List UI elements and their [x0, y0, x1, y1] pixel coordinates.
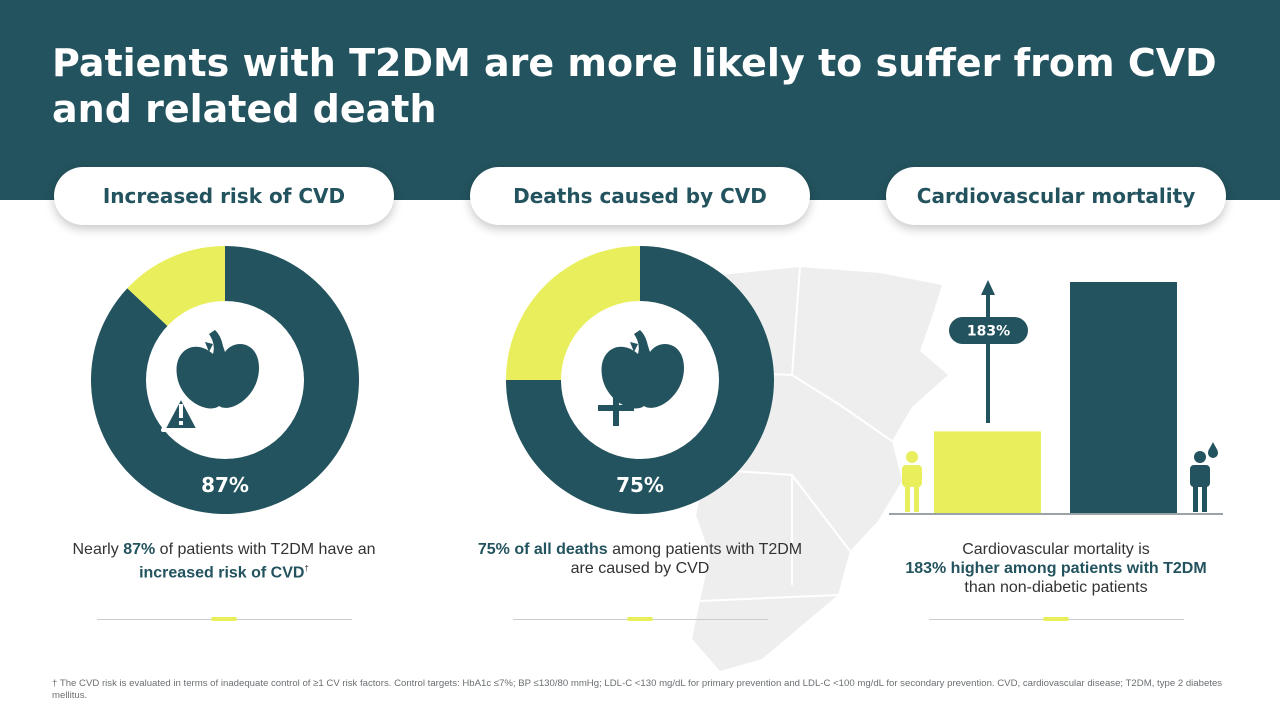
panel-divider-accent — [1043, 617, 1069, 621]
donut-value-label: 75% — [616, 473, 664, 497]
panel-heading-increased-risk: Increased risk of CVD — [54, 167, 394, 225]
slide-title: Patients with T2DM are more likely to su… — [52, 41, 1217, 131]
heart-plus-icon — [598, 330, 684, 426]
bar-chart-mortality: 183% — [889, 280, 1223, 515]
panel-heading-deaths: Deaths caused by CVD — [470, 167, 810, 225]
blood-drop-icon — [1208, 442, 1218, 458]
increase-badge — [949, 317, 1028, 344]
panel-description-mortality: Cardiovascular mortality is 183% higher … — [905, 541, 1207, 596]
donut-chart-deaths: 75% — [506, 246, 774, 514]
panel-description-deaths: 75% of all deaths among patients with T2… — [477, 541, 803, 577]
heart-warning-icon — [161, 330, 259, 432]
panel-heading-mortality: Cardiovascular mortality — [886, 167, 1226, 225]
bar-non-diabetic — [934, 431, 1041, 513]
header-band — [0, 0, 1280, 200]
panel-divider-accent — [211, 617, 237, 621]
panel-description-increased-risk: Nearly 87% of patients with T2DM have an… — [72, 541, 376, 582]
footnote: † The CVD risk is evaluated in terms of … — [52, 678, 1223, 701]
increase-arrow — [981, 280, 995, 423]
increase-badge-label: 183% — [967, 324, 1010, 340]
donut-chart-increased-risk: 87% — [91, 246, 359, 514]
donut-value-label: 87% — [201, 473, 249, 497]
person-non-diabetic-icon — [902, 451, 922, 512]
panel-divider-accent — [627, 617, 653, 621]
person-t2dm-icon — [1190, 451, 1210, 512]
bar-t2dm — [1070, 282, 1177, 513]
